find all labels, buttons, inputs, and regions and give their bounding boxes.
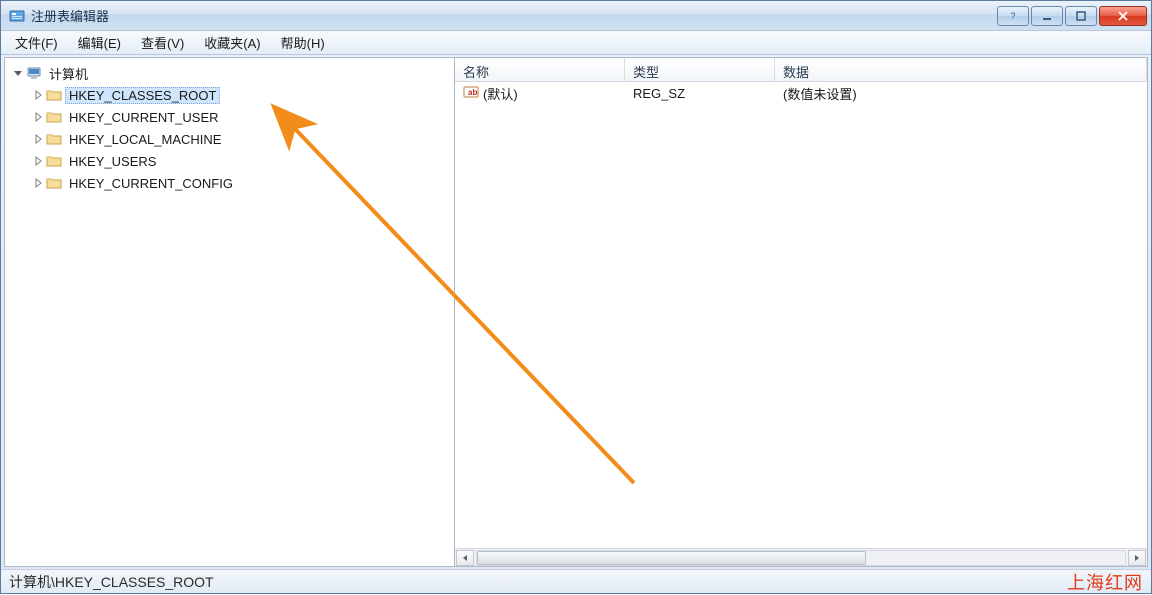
tree-item-label: HKEY_CURRENT_USER (65, 109, 223, 126)
cell-name-text: (默认) (483, 84, 518, 103)
status-path: 计算机\HKEY_CLASSES_ROOT (9, 572, 214, 592)
tree-root[interactable]: 计算机 (5, 62, 454, 84)
tree-item-label: HKEY_CURRENT_CONFIG (65, 175, 237, 192)
tree-pane[interactable]: 计算机 HKEY_CLASSES_ROOT HKEY_CURRENT_USER HK… (5, 58, 455, 566)
list-pane: 名称 类型 数据 ab (默认) REG_SZ (455, 58, 1147, 566)
tree-item-label: HKEY_CLASSES_ROOT (65, 87, 220, 104)
registry-editor-window: 注册表编辑器 ? 文件(F) 编辑(E) 查看(V) 收藏夹(A) 帮助(H) (0, 0, 1152, 594)
folder-icon (46, 153, 62, 169)
cell-type: REG_SZ (625, 86, 775, 101)
tree-item[interactable]: HKEY_CURRENT_CONFIG (5, 172, 454, 194)
col-type[interactable]: 类型 (625, 58, 775, 81)
window-title: 注册表编辑器 (31, 6, 997, 25)
folder-icon (46, 109, 62, 125)
expander-closed-icon[interactable] (31, 110, 45, 124)
folder-icon (46, 131, 62, 147)
string-value-icon: ab (463, 84, 479, 103)
tree-item[interactable]: HKEY_USERS (5, 150, 454, 172)
cell-name: ab (默认) (455, 84, 625, 103)
folder-icon (46, 175, 62, 191)
menu-view[interactable]: 查看(V) (131, 31, 194, 54)
tree-item[interactable]: HKEY_CURRENT_USER (5, 106, 454, 128)
menu-favorites[interactable]: 收藏夹(A) (194, 31, 270, 54)
scroll-thumb[interactable] (477, 551, 866, 565)
svg-text:ab: ab (468, 88, 477, 97)
tree-item[interactable]: HKEY_CLASSES_ROOT (5, 84, 454, 106)
statusbar: 计算机\HKEY_CLASSES_ROOT 上海红网 (1, 569, 1151, 593)
expander-closed-icon[interactable] (31, 88, 45, 102)
watermark: 上海红网 (1067, 569, 1143, 595)
content-area: 计算机 HKEY_CLASSES_ROOT HKEY_CURRENT_USER HK… (4, 57, 1148, 567)
scroll-left-icon[interactable] (456, 550, 474, 566)
tree-item[interactable]: HKEY_LOCAL_MACHINE (5, 128, 454, 150)
horizontal-scrollbar[interactable] (455, 548, 1147, 566)
list-header: 名称 类型 数据 (455, 58, 1147, 82)
close-button[interactable] (1099, 6, 1147, 26)
minimize-button[interactable] (1031, 6, 1063, 26)
computer-icon (26, 65, 42, 81)
cell-data: (数值未设置) (775, 84, 1147, 103)
tree-root-label: 计算机 (45, 63, 92, 84)
menu-edit[interactable]: 编辑(E) (68, 31, 131, 54)
expander-open-icon[interactable] (11, 66, 25, 80)
app-icon (9, 8, 25, 24)
window-controls: ? (997, 6, 1147, 26)
titlebar[interactable]: 注册表编辑器 ? (1, 1, 1151, 31)
svg-text:?: ? (1010, 11, 1015, 21)
list-row[interactable]: ab (默认) REG_SZ (数值未设置) (455, 82, 1147, 104)
scroll-track[interactable] (476, 550, 1126, 566)
folder-icon (46, 87, 62, 103)
menu-help[interactable]: 帮助(H) (271, 31, 335, 54)
col-name[interactable]: 名称 (455, 58, 625, 81)
maximize-button[interactable] (1065, 6, 1097, 26)
expander-closed-icon[interactable] (31, 176, 45, 190)
col-data[interactable]: 数据 (775, 58, 1147, 81)
expander-closed-icon[interactable] (31, 154, 45, 168)
list-body[interactable]: ab (默认) REG_SZ (数值未设置) (455, 82, 1147, 548)
scroll-right-icon[interactable] (1128, 550, 1146, 566)
tree-item-label: HKEY_USERS (65, 153, 160, 170)
help-button[interactable]: ? (997, 6, 1029, 26)
menubar: 文件(F) 编辑(E) 查看(V) 收藏夹(A) 帮助(H) (1, 31, 1151, 55)
expander-closed-icon[interactable] (31, 132, 45, 146)
menu-file[interactable]: 文件(F) (5, 31, 68, 54)
tree-item-label: HKEY_LOCAL_MACHINE (65, 131, 225, 148)
